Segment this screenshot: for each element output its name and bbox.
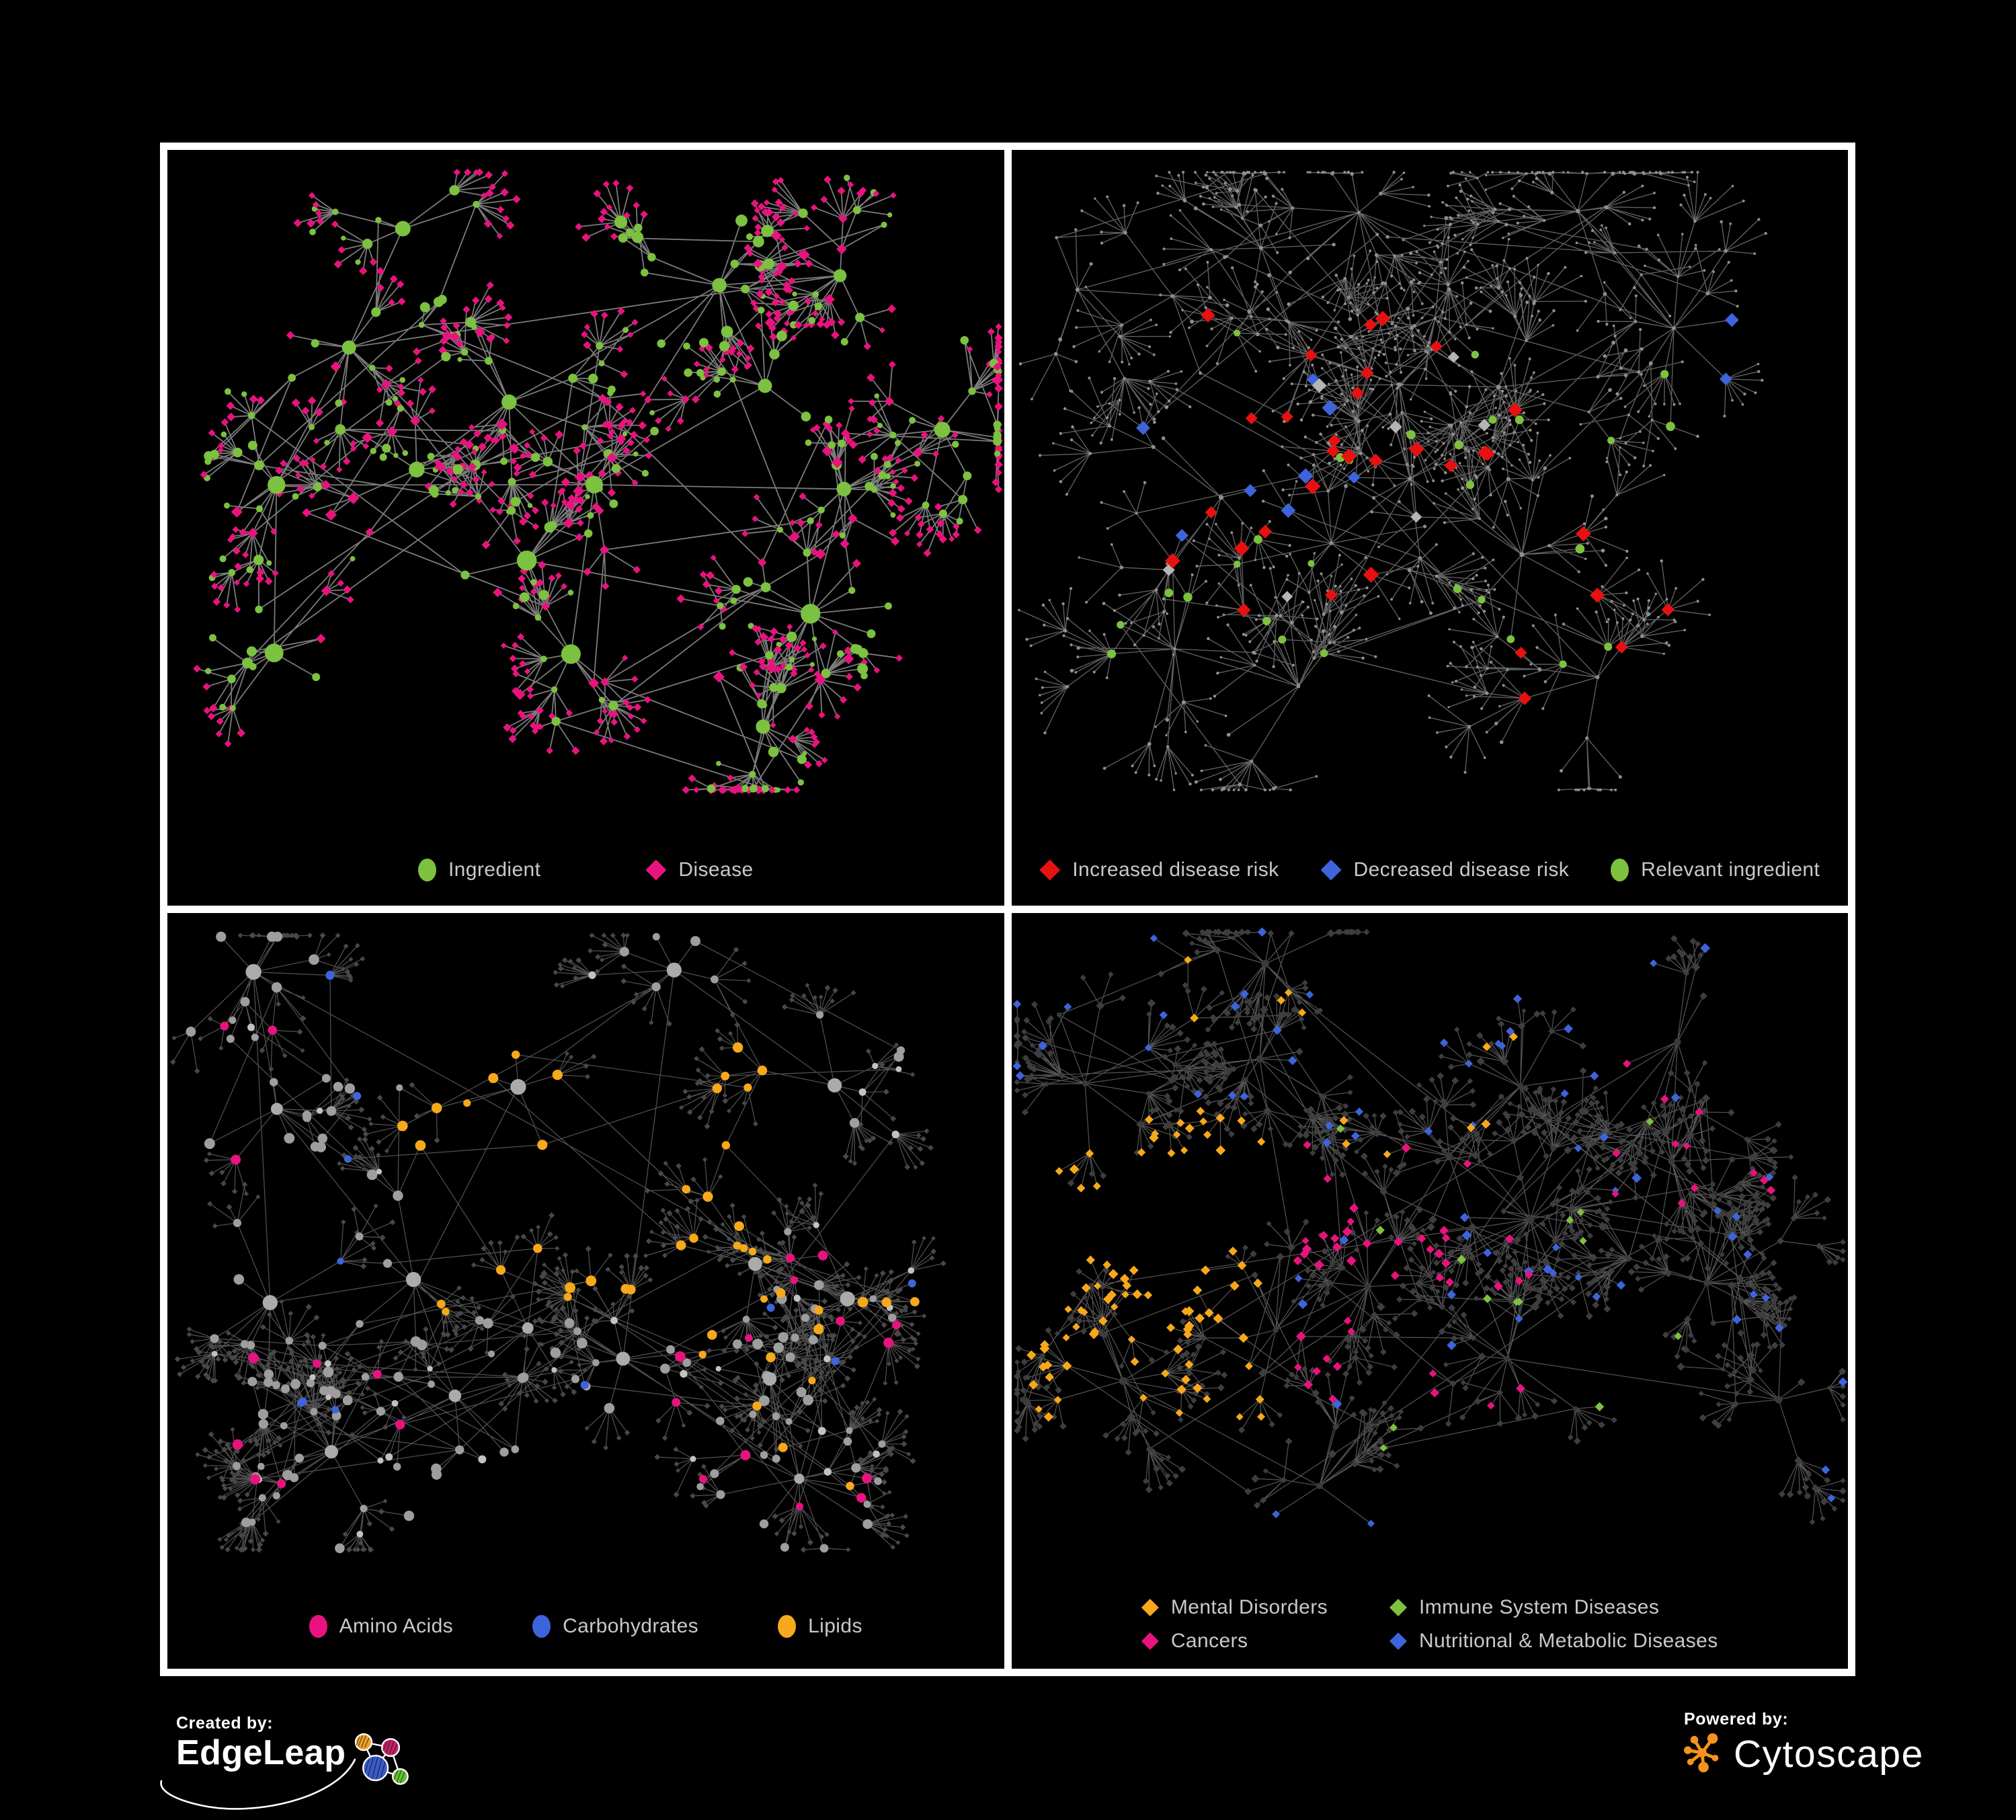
legend-item-carbohydrates: Carbohydrates bbox=[532, 1615, 698, 1638]
legend-label-carbohydrates: Carbohydrates bbox=[563, 1615, 699, 1637]
legend-item-cancers: Cancers bbox=[1141, 1630, 1328, 1653]
edgeleap-wordmark: EdgeLeap bbox=[176, 1733, 346, 1772]
created-by-label: Created by: bbox=[176, 1714, 274, 1733]
legend-label-lipids: Lipids bbox=[808, 1615, 862, 1637]
legend-item-increased-risk: Increased disease risk bbox=[1039, 859, 1279, 881]
legend-item-relevant-ingredient: Relevant ingredient bbox=[1611, 859, 1820, 881]
legend-item-amino-acids: Amino Acids bbox=[309, 1615, 453, 1638]
created-by-block: Created by: EdgeLeap bbox=[160, 1714, 412, 1810]
panel-nutrient-classes: Amino Acids Carbohydrates Lipids bbox=[167, 913, 1004, 1669]
increased-risk-marker-icon bbox=[1039, 859, 1061, 881]
panel-disease-classes: Mental Disorders Immune System Diseases … bbox=[1011, 913, 1849, 1669]
panel-disease-risk: Increased disease risk Decreased disease… bbox=[1011, 150, 1849, 906]
legend-item-mental-disorders: Mental Disorders bbox=[1141, 1596, 1328, 1619]
lipids-marker-icon bbox=[778, 1615, 797, 1638]
legend-label-decreased-risk: Decreased disease risk bbox=[1353, 859, 1570, 881]
legend-label-nutritional-metabolic: Nutritional & Metabolic Diseases bbox=[1419, 1630, 1718, 1652]
mental-disorders-marker-icon bbox=[1141, 1599, 1159, 1616]
legend-item-disease: Disease bbox=[645, 859, 753, 881]
legend-disease-classes: Mental Disorders Immune System Diseases … bbox=[1012, 1596, 1849, 1653]
edgeleap-logo-icon bbox=[354, 1733, 409, 1785]
legend-label-increased-risk: Increased disease risk bbox=[1072, 859, 1279, 881]
legend-item-immune-diseases: Immune System Diseases bbox=[1389, 1596, 1718, 1619]
legend-label-disease: Disease bbox=[678, 859, 754, 881]
nutritional-metabolic-marker-icon bbox=[1389, 1632, 1407, 1650]
disease-marker-icon bbox=[645, 859, 667, 881]
legend-label-ingredient: Ingredient bbox=[448, 859, 541, 881]
legend-item-ingredient: Ingredient bbox=[417, 859, 541, 881]
decreased-risk-marker-icon bbox=[1320, 859, 1342, 881]
relevant-ingredient-marker-icon bbox=[1611, 859, 1629, 881]
carbohydrates-marker-icon bbox=[532, 1615, 551, 1638]
legend-item-lipids: Lipids bbox=[778, 1615, 862, 1638]
cytoscape-wordmark: Cytoscape bbox=[1734, 1733, 1924, 1776]
powered-by-block: Powered by: Cytoscape bbox=[1684, 1710, 1924, 1776]
ingredient-disease-network-graph bbox=[193, 168, 1004, 795]
immune-diseases-marker-icon bbox=[1389, 1599, 1407, 1616]
legend-label-immune-diseases: Immune System Diseases bbox=[1419, 1596, 1660, 1618]
amino-acids-marker-icon bbox=[309, 1615, 327, 1638]
legend-ingredient-disease: Ingredient Disease bbox=[167, 859, 1004, 881]
legend-label-relevant-ingredient: Relevant ingredient bbox=[1641, 859, 1820, 881]
legend-label-mental-disorders: Mental Disorders bbox=[1170, 1596, 1328, 1618]
powered-by-label: Powered by: bbox=[1684, 1710, 1789, 1729]
panel-ingredient-disease: Ingredient Disease bbox=[167, 150, 1004, 906]
cytoscape-logo-icon bbox=[1684, 1733, 1719, 1773]
legend-label-cancers: Cancers bbox=[1170, 1630, 1248, 1652]
disease-risk-network-graph bbox=[1017, 170, 1767, 792]
legend-label-amino-acids: Amino Acids bbox=[339, 1615, 454, 1637]
legend-item-nutritional-metabolic: Nutritional & Metabolic Diseases bbox=[1389, 1630, 1718, 1653]
network-panels-grid: Ingredient Disease Increased disease ris… bbox=[160, 143, 1855, 1676]
cancers-marker-icon bbox=[1141, 1632, 1159, 1650]
legend-nutrient-classes: Amino Acids Carbohydrates Lipids bbox=[167, 1615, 1004, 1638]
ingredient-marker-icon bbox=[417, 859, 436, 881]
disease-class-network-graph bbox=[1012, 927, 1847, 1528]
legend-item-decreased-risk: Decreased disease risk bbox=[1320, 859, 1570, 881]
nutrient-class-network-graph bbox=[169, 931, 946, 1554]
legend-disease-risk: Increased disease risk Decreased disease… bbox=[1012, 859, 1849, 881]
